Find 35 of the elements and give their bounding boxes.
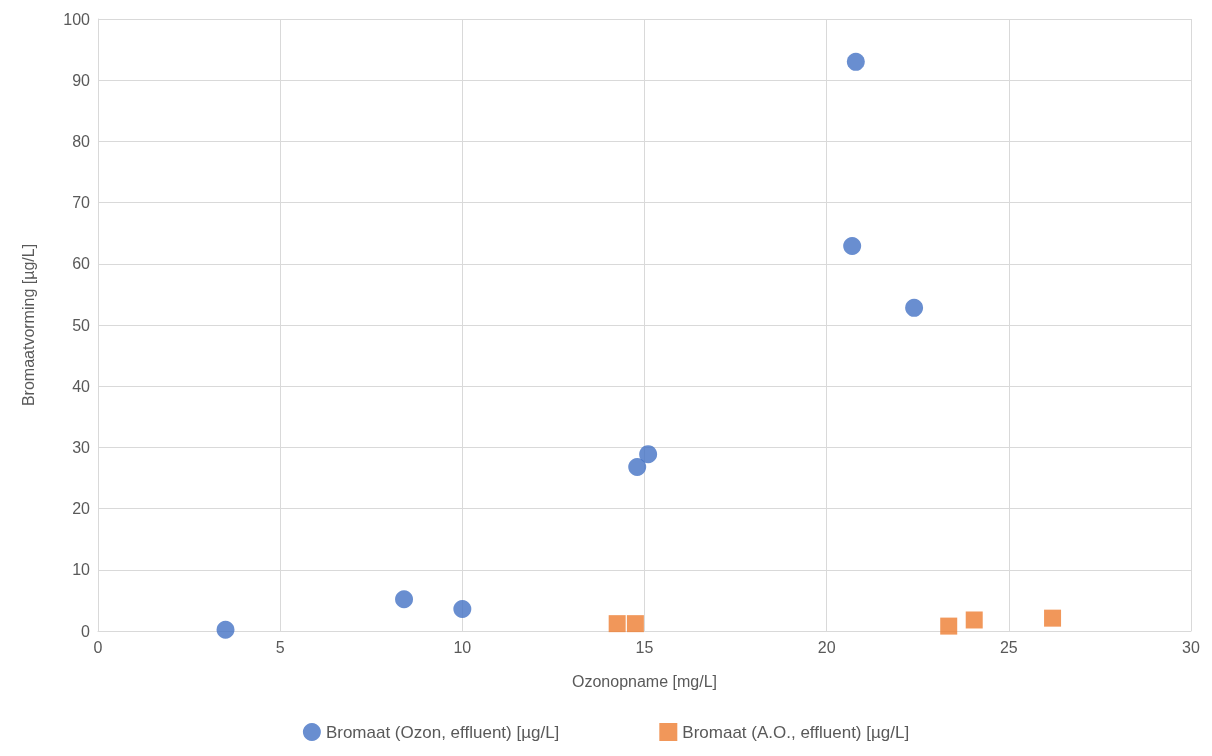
y-tick-label: 30 <box>72 438 91 456</box>
y-tick-label: 100 <box>63 10 91 28</box>
x-tick-label: 20 <box>817 638 836 656</box>
point <box>843 237 862 256</box>
point <box>846 52 865 71</box>
point <box>628 457 647 476</box>
x-tick-label: 25 <box>999 638 1018 656</box>
y-tick-label: 0 <box>81 622 91 640</box>
y-tick-label: 60 <box>72 255 91 273</box>
legend-label: Bromaat (A.O., effluent) [µg/L] <box>682 722 910 742</box>
point <box>626 615 644 633</box>
y-tick-label: 40 <box>72 377 91 395</box>
x-tick-label: 0 <box>93 638 103 656</box>
x-tick-label: 30 <box>1182 638 1200 656</box>
legend-label: Bromaat (Ozon, effluent) [µg/L] <box>325 722 560 742</box>
x-axis-title: Ozonopname [mg/L] <box>572 672 717 690</box>
point <box>965 611 983 629</box>
point <box>395 590 414 609</box>
y-tick-label: 70 <box>72 194 91 212</box>
y-tick-label: 50 <box>72 316 91 334</box>
y-tick-label: 10 <box>72 561 91 579</box>
y-tick-label: 20 <box>72 500 91 518</box>
x-tick-label: 15 <box>635 638 654 656</box>
point <box>216 620 235 639</box>
y-axis-title: Bromaatvorming [µg/L] <box>19 243 37 407</box>
point <box>608 615 626 633</box>
point <box>1044 609 1062 627</box>
x-tick-label: 5 <box>275 638 285 656</box>
y-tick-label: 90 <box>72 71 91 89</box>
y-tick-label: 80 <box>72 132 91 150</box>
x-tick-label: 10 <box>453 638 472 656</box>
point <box>639 445 658 464</box>
point <box>905 298 924 317</box>
point <box>940 617 958 635</box>
point <box>453 599 472 618</box>
